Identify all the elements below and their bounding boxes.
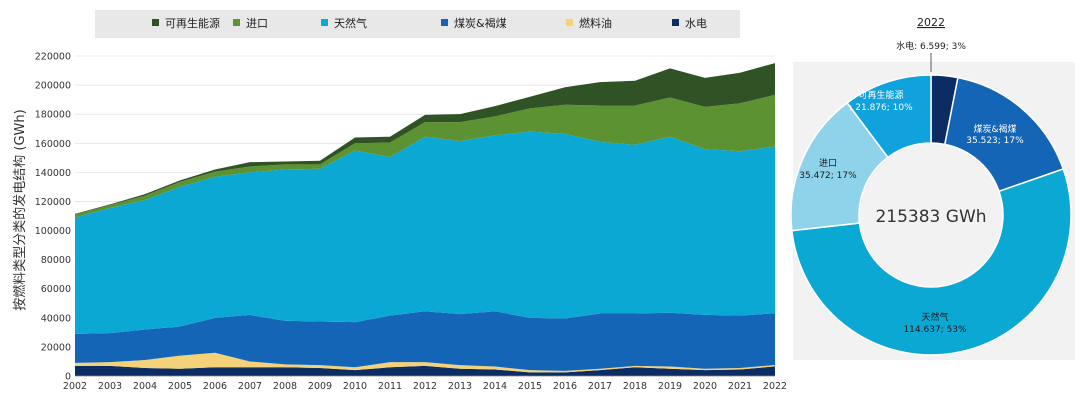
donut-chart: 2022 水电: 6.599; 3% 煤炭&褐煤 35.523; 17% 天然气 114… — [790, 16, 1075, 360]
area-series-天然气 — [75, 131, 775, 334]
x-tick-label: 2012 — [413, 381, 437, 392]
x-tick-label: 2004 — [133, 381, 157, 392]
donut-slice-label: 可再生能源; 21.876; 10% — [849, 89, 913, 113]
area-series-燃料油 — [75, 352, 775, 373]
x-tick-label: 2013 — [448, 381, 472, 392]
legend-label: 可再生能源 — [165, 16, 220, 30]
donut-center-label: 215383 GWh — [875, 207, 986, 227]
donut-slice-labels: 水电: 6.599; 3% 煤炭&褐煤 35.523; 17% 天然气 114.637;… — [799, 40, 1024, 335]
x-tick-label: 2007 — [238, 381, 262, 392]
x-tick-label: 2018 — [623, 381, 647, 392]
x-tick-label: 2016 — [553, 381, 577, 392]
y-tick-label: 20000 — [41, 342, 71, 353]
legend-swatch — [441, 19, 448, 26]
area-series-进口 — [75, 94, 775, 218]
donut-slice-label: 煤炭&褐煤 35.523; 17% — [966, 123, 1024, 146]
area-series-group — [75, 63, 775, 376]
y-tick-label: 140000 — [35, 168, 71, 179]
stacked-area-chart: 可再生能源 进口 天然气 煤炭&褐煤 燃料油 水电 0 20000 40000 60000 800… — [12, 10, 787, 393]
donut-slices — [790, 74, 1072, 356]
donut-slice-label: 进口 35.472; 17% — [799, 158, 857, 181]
legend-label: 燃料油 — [579, 16, 612, 30]
legend-swatch — [321, 19, 328, 26]
y-tick-label: 160000 — [35, 139, 71, 150]
legend-swatch — [152, 19, 159, 26]
donut-slice-label: 水电: 6.599; 3% — [896, 40, 966, 52]
y-tick-label: 100000 — [35, 226, 71, 237]
x-tick-label: 2019 — [658, 381, 682, 392]
x-tick-label: 2009 — [308, 381, 332, 392]
x-tick-label: 2017 — [588, 381, 612, 392]
x-tick-label: 2002 — [63, 381, 87, 392]
y-tick-label: 120000 — [35, 197, 71, 208]
x-tick-label: 2011 — [378, 381, 402, 392]
x-tick-label: 2021 — [728, 381, 752, 392]
x-tick-label: 2003 — [98, 381, 122, 392]
legend: 可再生能源 进口 天然气 煤炭&褐煤 燃料油 水电 — [152, 16, 707, 30]
y-tick-label: 200000 — [35, 81, 71, 92]
legend-label: 进口 — [246, 17, 268, 30]
donut-slice-可再生能源 — [846, 74, 932, 159]
x-tick-label: 2015 — [518, 381, 542, 392]
donut-slice-天然气 — [791, 168, 1072, 356]
legend-swatch — [233, 19, 240, 26]
x-tick-label: 2008 — [273, 381, 297, 392]
donut-slice-label: 天然气 114.637; 53% — [903, 311, 967, 335]
legend-label: 煤炭&褐煤 — [454, 16, 507, 30]
y-tick-label: 80000 — [41, 255, 71, 266]
area-series-可再生能源 — [75, 63, 775, 215]
y-tick-label: 220000 — [35, 52, 71, 63]
y-tick-label: 180000 — [35, 110, 71, 121]
y-tick-label: 40000 — [41, 313, 71, 324]
x-tick-label: 2022 — [763, 381, 787, 392]
axes: 0 20000 40000 60000 80000 100000 120000 140000 1… — [35, 52, 787, 393]
x-tick-label: 2005 — [168, 381, 192, 392]
x-tick-label: 2014 — [483, 381, 507, 392]
legend-label: 水电 — [685, 17, 707, 30]
x-tick-label: 2010 — [343, 381, 367, 392]
area-series-煤炭&褐煤 — [75, 311, 775, 371]
x-tick-label: 2006 — [203, 381, 227, 392]
area-series-水电 — [75, 365, 775, 376]
legend-background — [95, 10, 740, 38]
x-tick-label: 2020 — [693, 381, 717, 392]
legend-swatch — [566, 19, 573, 26]
legend-label: 天然气 — [334, 16, 367, 30]
legend-swatch — [672, 19, 679, 26]
y-axis-label: 按燃料类型分类的发电结构 (GWh) — [12, 109, 28, 310]
y-tick-label: 60000 — [41, 284, 71, 295]
donut-title: 2022 — [917, 16, 945, 29]
y-tick-label: 0 — [65, 372, 71, 383]
